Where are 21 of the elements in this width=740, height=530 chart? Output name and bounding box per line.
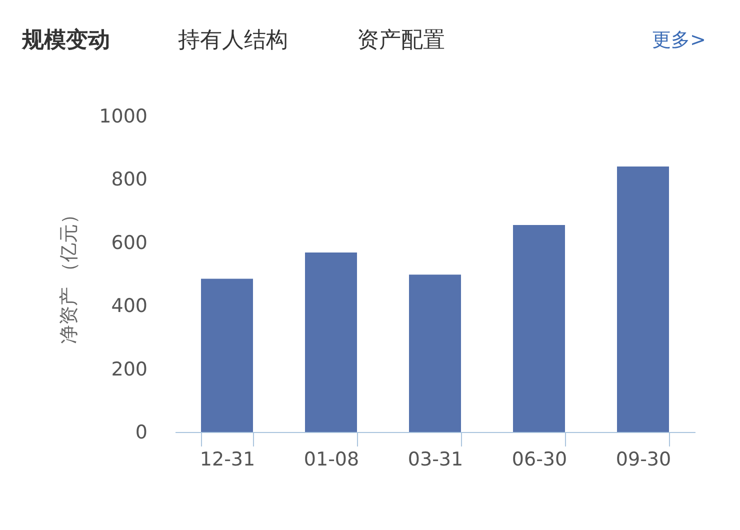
bar <box>409 274 461 432</box>
bar <box>617 166 669 432</box>
bar <box>305 252 357 432</box>
x-tick-label: 09-30 <box>616 448 672 470</box>
y-tick-label: 200 <box>111 358 148 380</box>
y-axis-title: 净资产 （亿元） <box>58 204 80 344</box>
bar <box>513 225 565 432</box>
y-tick-label: 800 <box>111 168 148 191</box>
x-tick-label: 12-31 <box>200 448 256 470</box>
text: 持有人结构 <box>178 28 288 53</box>
y-tick-label: 400 <box>111 295 148 318</box>
bar <box>201 278 253 432</box>
y-tick-label: 0 <box>135 422 148 444</box>
y-tick-label: 1000 <box>99 106 148 128</box>
chart-title: 规模变动 <box>21 27 110 53</box>
x-tick-label: 06-30 <box>512 448 568 470</box>
x-tick-label: 03-31 <box>408 448 464 470</box>
x-tick-label: 01-08 <box>304 448 360 470</box>
y-tick-label: 600 <box>111 232 148 254</box>
text: 更多> <box>652 29 706 51</box>
text: 资产配置 <box>357 28 445 53</box>
